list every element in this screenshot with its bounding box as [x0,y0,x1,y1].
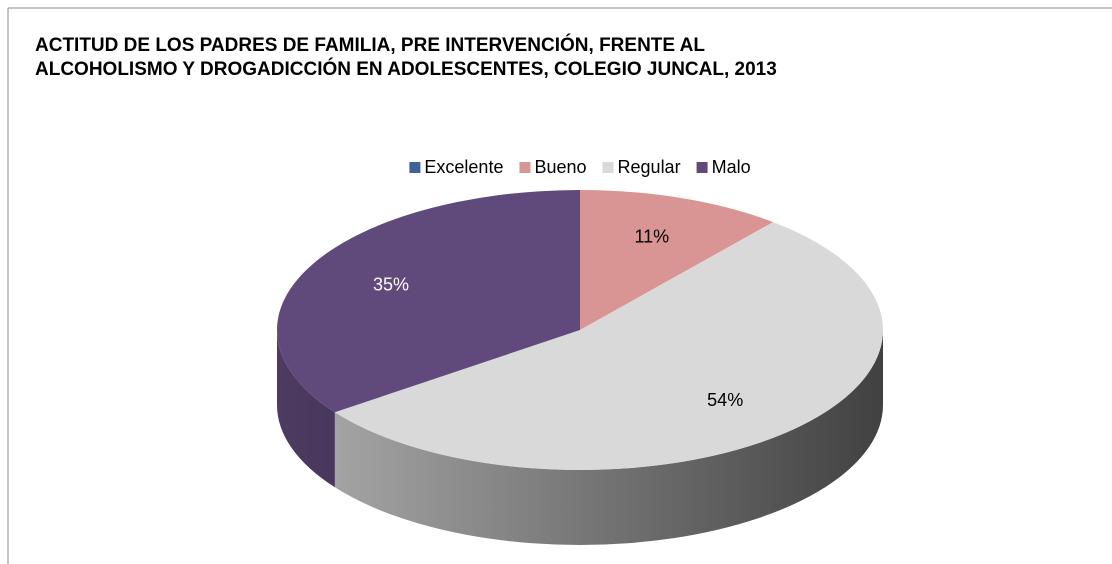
value-label: 54% [707,390,743,410]
legend-label: Bueno [534,157,586,177]
chart-title: ACTITUD DE LOS PADRES DE FAMILIA, PRE IN… [35,35,777,80]
legend-label: Malo [712,157,751,177]
legend-swatch [409,162,421,173]
legend-swatch [602,162,614,173]
legend-label: Regular [618,157,681,177]
legend-swatch [696,162,708,173]
pie-side [277,330,335,488]
value-label: 35% [373,274,409,294]
pie-slice [580,190,774,330]
pie-slice [334,222,884,471]
pie-side [334,330,883,546]
legend-label: Excelente [424,157,503,177]
legend-swatch [519,162,531,173]
pie-slice [277,190,580,413]
value-label: 11% [634,227,669,247]
